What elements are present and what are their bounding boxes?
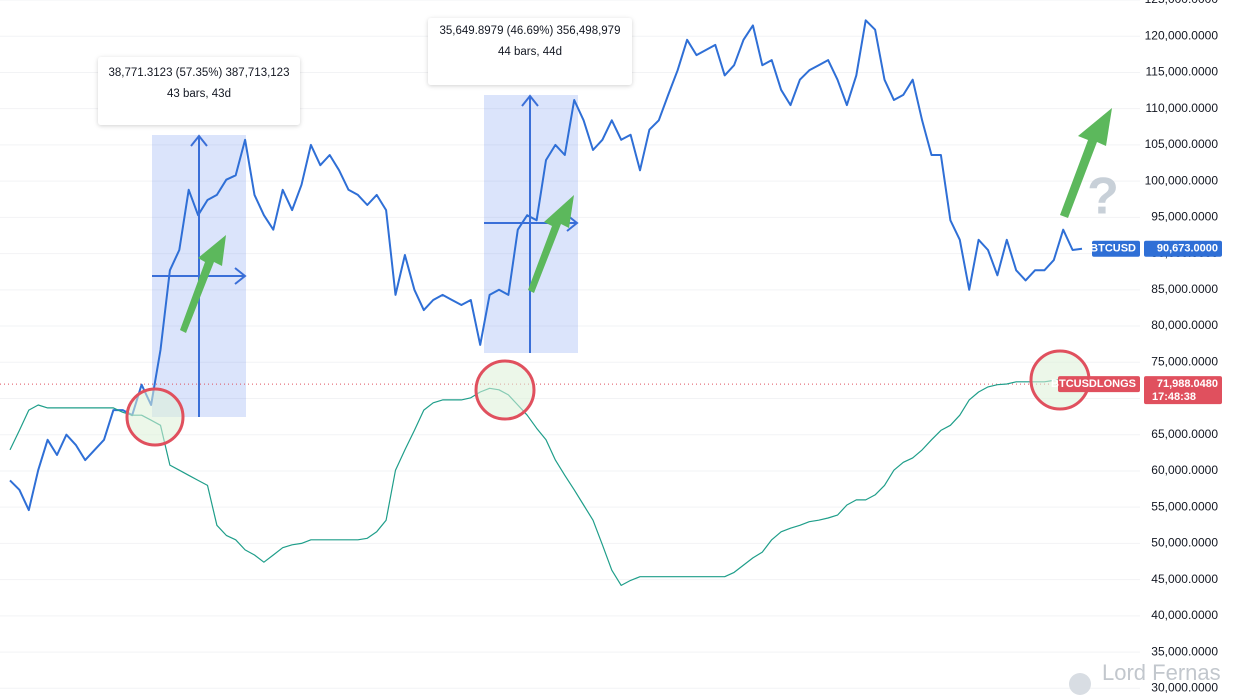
y-tick-label: 35,000.0000: [1151, 644, 1218, 658]
y-tick-label: 45,000.0000: [1151, 572, 1218, 586]
y-tick-label: 40,000.0000: [1151, 608, 1218, 622]
y-tick-label: 120,000.0000: [1145, 28, 1219, 42]
tooltip: [428, 18, 632, 85]
tooltip-text: 43 bars, 43d: [167, 88, 231, 100]
y-tick-label: 75,000.0000: [1151, 354, 1218, 368]
y-tick-label: 30,000.0000: [1151, 680, 1218, 694]
series-name-tag: [1092, 240, 1140, 257]
tooltip-text: 44 bars, 44d: [498, 46, 562, 58]
tooltip-text: 35,649.8979 (46.69%) 356,498,979: [440, 25, 621, 37]
flag-icon: [1069, 673, 1091, 695]
y-tick-label: 55,000.0000: [1151, 499, 1218, 513]
highlight-circles: [125, 349, 1091, 447]
price-label: 71,988.0480: [1157, 378, 1218, 390]
y-tick-label: 115,000.0000: [1145, 65, 1218, 79]
series-name: BTCUSDLONGS: [1051, 378, 1136, 390]
tooltip: [98, 57, 300, 125]
y-tick-label: 100,000.0000: [1145, 173, 1219, 187]
tooltip-text: 38,771.3123 (57.35%) 387,713,123: [109, 67, 290, 79]
series-line: [9, 378, 1083, 586]
y-tick-label: 105,000.0000: [1145, 137, 1219, 151]
series-layer: [0, 19, 1140, 586]
y-tick-label: 65,000.0000: [1151, 427, 1218, 441]
series-name-tag: [1058, 376, 1140, 393]
y-tick-label: 60,000.0000: [1151, 463, 1218, 477]
y-tick-label: 50,000.0000: [1151, 536, 1218, 550]
measure-arrows: [152, 94, 579, 417]
watermark: Lord Fernas: [1102, 660, 1221, 685]
question-icon: ?: [1087, 168, 1119, 226]
y-tick-label: 80,000.0000: [1151, 318, 1218, 332]
trend-arrows: [180, 108, 1112, 333]
series-name: BTCUSD: [1090, 243, 1136, 255]
y-tick-label: 125,000.0000: [1145, 0, 1219, 6]
y-tick-label: 95,000.0000: [1151, 210, 1218, 224]
price-tag: [1144, 240, 1222, 257]
series-line: [9, 19, 1083, 512]
price-time: 17:48:38: [1152, 391, 1196, 403]
price-axis: 125,000.0000 120,000.0000 115,000.0000 110,…: [1140, 0, 1242, 697]
grid: [0, 0, 1140, 689]
y-tick-label: 110,000.0000: [1145, 101, 1218, 115]
price-tag: [1144, 376, 1222, 405]
price-tags: BTCUSD 90,673.0000 BTCUSDLONGS 71,988.04801…: [1051, 240, 1222, 405]
price-label: 90,673.0000: [1157, 243, 1218, 255]
y-tick-label: 85,000.0000: [1151, 282, 1218, 296]
axis-background: [1140, 0, 1242, 697]
